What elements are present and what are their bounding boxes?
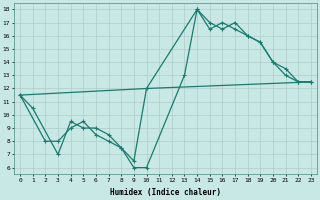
X-axis label: Humidex (Indice chaleur): Humidex (Indice chaleur): [110, 188, 221, 197]
